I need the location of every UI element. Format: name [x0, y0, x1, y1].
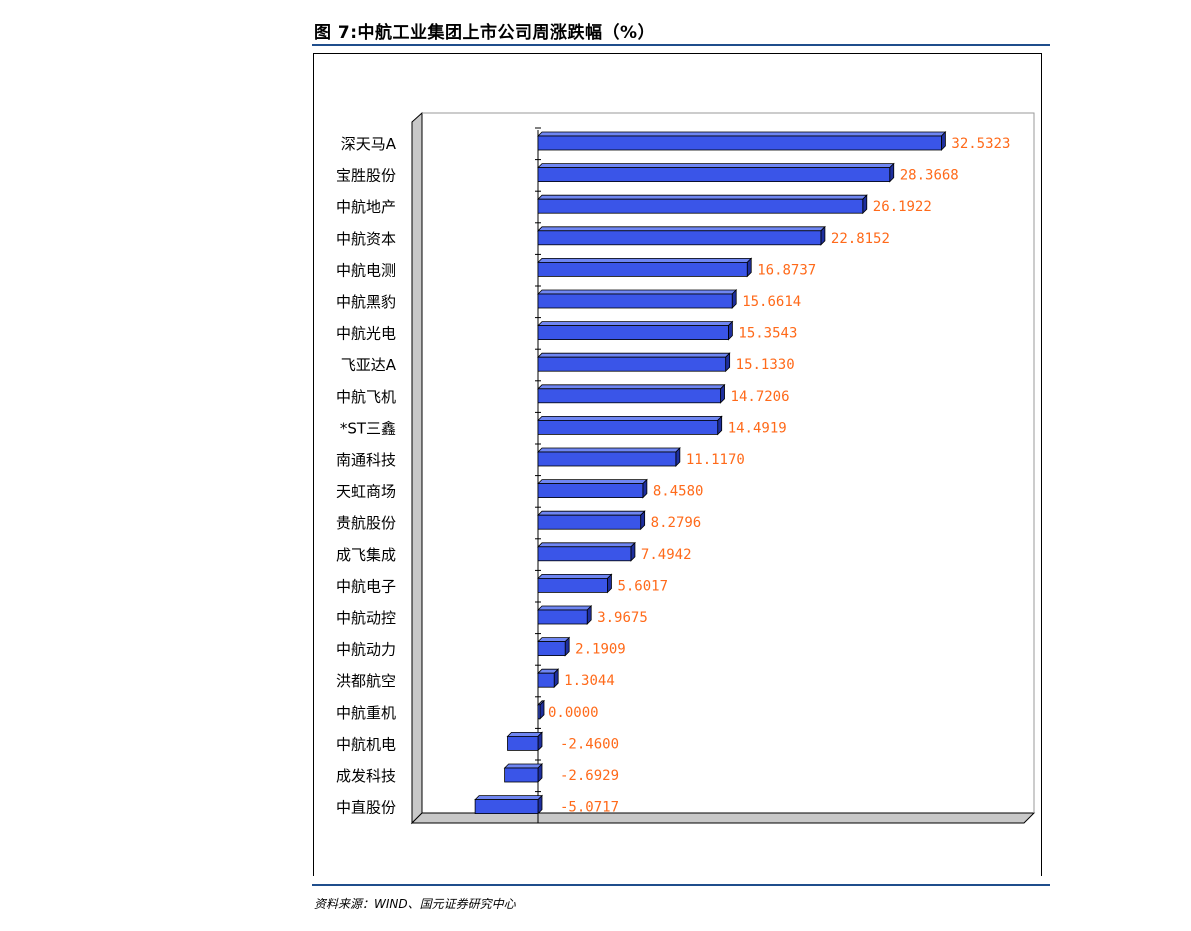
value-label: 14.7206 — [731, 389, 790, 405]
source-note: 资料来源：WIND、国元证券研究中心 — [314, 897, 516, 911]
value-label: 3.9675 — [597, 610, 648, 626]
bar — [537, 293, 733, 309]
bar — [537, 451, 677, 467]
value-label: 11.1170 — [686, 452, 745, 468]
value-label: 2.1909 — [575, 642, 626, 658]
category-label: 中航机电 — [336, 735, 396, 753]
category-label: 天虹商场 — [336, 483, 396, 501]
category-label: 中航电测 — [336, 261, 396, 279]
bar-top-face — [537, 226, 826, 232]
bar — [537, 609, 588, 625]
bar-top-face — [537, 510, 646, 516]
category-label: 成发科技 — [336, 767, 396, 785]
category-label: 中航飞机 — [336, 388, 396, 406]
category-label: 中航动力 — [336, 641, 396, 659]
category-label: 成飞集成 — [336, 546, 396, 564]
bar-top-face — [537, 384, 726, 390]
bar — [537, 356, 727, 372]
value-label: -5.0717 — [560, 800, 619, 816]
bar — [537, 514, 642, 530]
category-label: 贵航股份 — [336, 514, 396, 532]
category-label: 南通科技 — [336, 451, 396, 469]
bar — [507, 736, 539, 751]
bar-top-face — [537, 415, 723, 421]
value-label: 7.4942 — [641, 547, 692, 563]
bar-top-face — [537, 637, 571, 642]
plot-floor — [410, 812, 1036, 824]
bar-top-face — [537, 542, 636, 548]
bar — [537, 230, 822, 246]
bar — [504, 767, 539, 783]
title-rule — [312, 44, 1050, 46]
category-label: 深天马A — [341, 135, 397, 153]
bar — [537, 198, 864, 214]
category-label: *ST三鑫 — [340, 419, 396, 437]
value-label: 15.1330 — [736, 357, 795, 373]
category-label: 宝胜股份 — [336, 167, 396, 185]
bar — [474, 799, 539, 814]
bar — [537, 167, 891, 183]
bar — [537, 546, 632, 562]
bar — [537, 483, 644, 499]
category-label: 飞亚达A — [341, 356, 397, 374]
figure-title: 图 7:中航工业集团上市公司周涨跌幅（%） — [314, 23, 656, 43]
value-label: 22.8152 — [831, 231, 890, 247]
bar-top-face — [506, 732, 543, 737]
value-label: 0.0000 — [548, 705, 599, 721]
category-label: 中航动控 — [336, 609, 396, 627]
category-label: 中航地产 — [336, 198, 396, 216]
source-rule — [312, 884, 1050, 886]
value-label: 15.3543 — [738, 326, 797, 342]
bar-top-face — [537, 605, 593, 611]
bar-top-face — [503, 763, 543, 769]
value-label: 28.3668 — [900, 168, 959, 184]
bar-top-face — [537, 131, 947, 137]
plot-back-wall — [422, 112, 1035, 813]
bar — [537, 261, 748, 277]
bar — [537, 325, 729, 341]
category-label: 中直股份 — [336, 799, 396, 817]
value-label: 15.6614 — [742, 294, 801, 310]
bar — [537, 135, 942, 151]
bar-top-face — [537, 447, 681, 453]
category-label: 中航重机 — [336, 704, 396, 722]
bar-top-face — [537, 352, 731, 358]
value-label: 8.4580 — [653, 484, 704, 500]
plot-left-wall — [411, 111, 423, 825]
bar-top-face — [537, 289, 738, 295]
bar-top-face — [537, 574, 613, 579]
value-label: -2.4600 — [560, 736, 619, 752]
bar-top-face — [537, 194, 868, 200]
value-label: 26.1922 — [873, 199, 932, 215]
bar-top-face — [474, 795, 543, 800]
value-label: 16.8737 — [757, 262, 816, 278]
bar-top-face — [537, 321, 734, 327]
bar-top-face — [537, 479, 648, 485]
value-label: -2.6929 — [560, 768, 619, 784]
bar — [537, 578, 608, 593]
value-label: 8.2796 — [651, 515, 702, 531]
bar — [537, 641, 566, 656]
value-label: 32.5323 — [951, 136, 1010, 152]
bar-top-face — [537, 257, 753, 263]
bar — [537, 388, 721, 404]
value-label: 5.6017 — [617, 578, 668, 594]
bar — [537, 419, 719, 435]
value-label: 1.3044 — [564, 673, 615, 689]
bar — [537, 672, 555, 688]
bar — [537, 704, 541, 720]
category-label: 中航黑豹 — [336, 293, 396, 311]
category-label: 中航电子 — [336, 577, 396, 595]
bar-top-face — [537, 163, 895, 169]
value-label: 14.4919 — [728, 420, 787, 436]
category-label: 洪都航空 — [336, 672, 396, 690]
category-label: 中航光电 — [336, 325, 396, 343]
category-label: 中航资本 — [336, 230, 396, 248]
